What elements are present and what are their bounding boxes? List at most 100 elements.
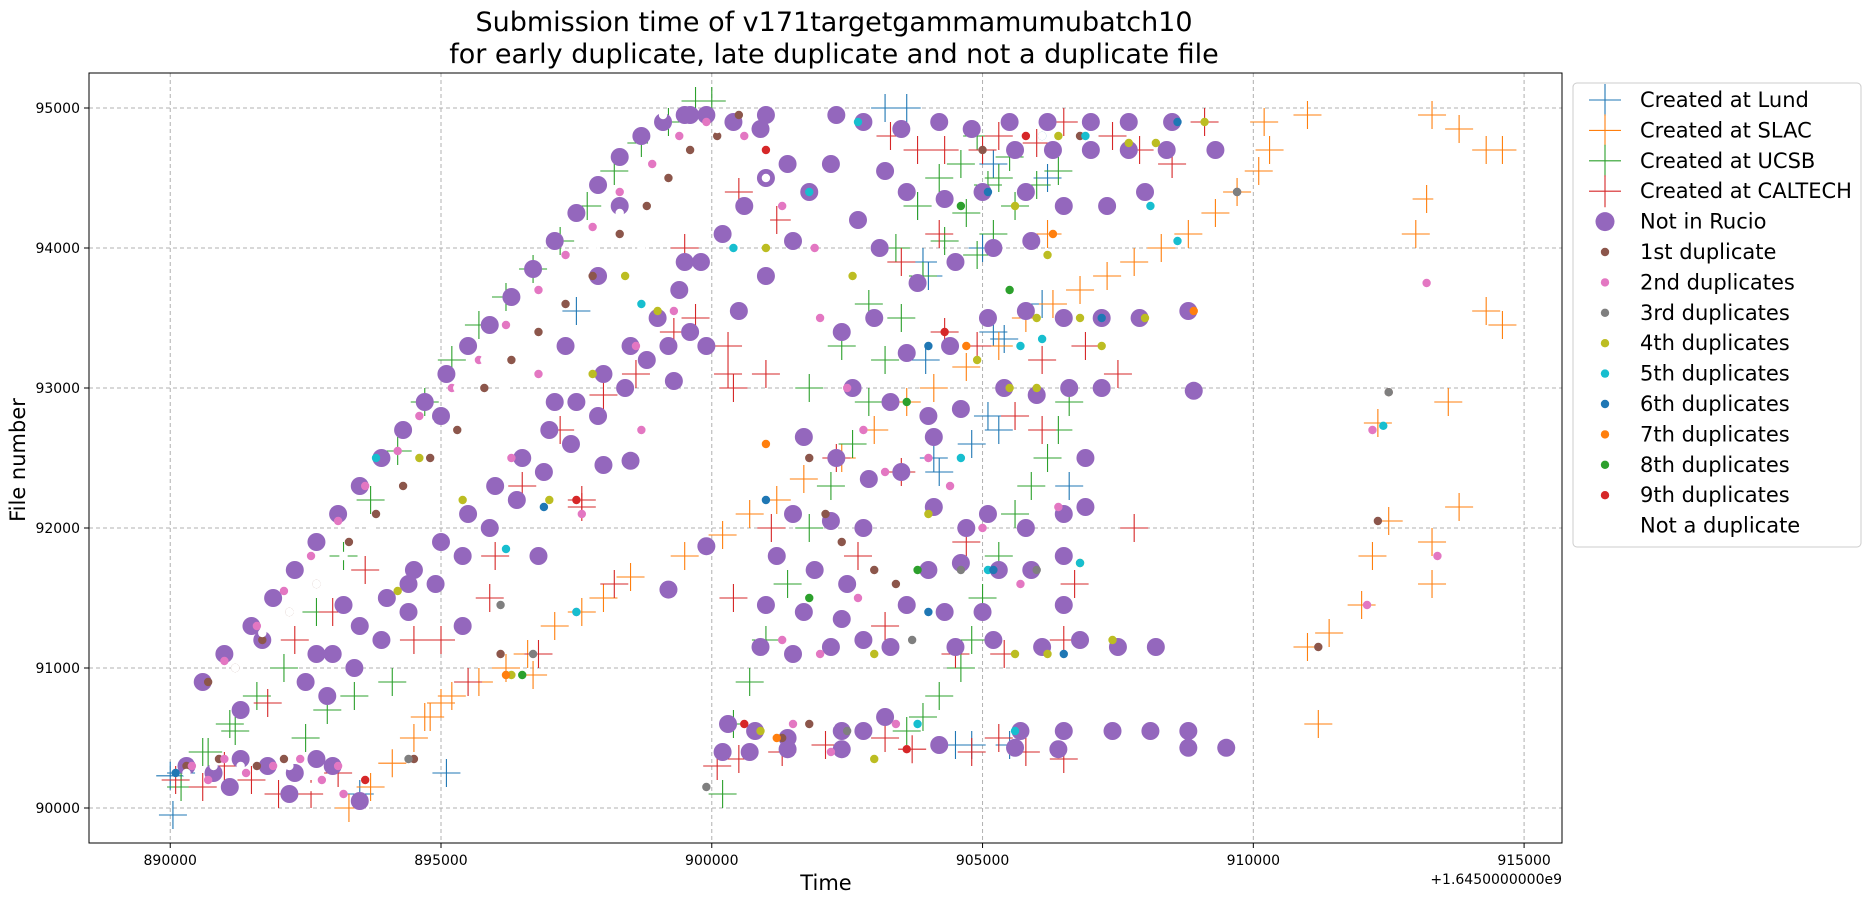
data-point <box>664 215 673 225</box>
data-point <box>697 106 716 124</box>
data-point <box>1060 570 1089 598</box>
data-point <box>810 243 819 253</box>
data-point <box>978 523 987 533</box>
data-point <box>962 120 981 138</box>
data-point <box>653 306 662 316</box>
data-point <box>1016 579 1025 589</box>
data-point <box>815 649 825 659</box>
data-point <box>1092 379 1111 397</box>
data-point <box>507 327 516 337</box>
data-point <box>621 451 640 470</box>
y-tick-label: 92000 <box>35 521 80 537</box>
data-point <box>420 467 429 477</box>
data-point <box>648 138 657 148</box>
data-point <box>908 274 927 292</box>
data-point <box>913 719 922 729</box>
data-point <box>697 337 716 355</box>
data-point <box>740 145 749 155</box>
data-point <box>925 164 954 192</box>
data-point <box>306 782 316 792</box>
data-point <box>973 603 992 621</box>
data-point <box>333 516 343 526</box>
x-tick-label: 895000 <box>414 853 467 869</box>
data-point <box>1379 421 1388 430</box>
data-point <box>1071 631 1090 649</box>
data-point <box>306 551 316 561</box>
y-tick-label: 90000 <box>35 801 80 817</box>
data-point <box>561 271 570 281</box>
data-point <box>907 635 917 645</box>
data-point <box>236 761 245 771</box>
data-point <box>740 743 759 761</box>
data-point <box>989 561 1008 579</box>
data-point <box>925 220 954 248</box>
data-point <box>1011 722 1030 740</box>
data-point <box>805 719 814 729</box>
data-point <box>399 575 418 593</box>
data-point <box>1184 381 1203 400</box>
data-point <box>501 670 511 680</box>
data-point <box>1060 379 1079 397</box>
data-point <box>215 645 234 663</box>
legend-label: 7th duplicates <box>1640 422 1790 446</box>
data-point <box>572 495 581 505</box>
data-point <box>616 379 635 397</box>
data-point <box>815 313 825 323</box>
data-point <box>681 323 700 341</box>
data-point <box>1434 388 1463 416</box>
data-point <box>258 635 267 645</box>
data-point <box>952 353 981 381</box>
data-point <box>481 542 510 570</box>
data-point <box>669 306 679 316</box>
data-point <box>1472 297 1501 325</box>
data-point <box>1124 138 1133 148</box>
data-point <box>941 337 960 355</box>
data-point <box>1093 262 1122 290</box>
data-point <box>545 495 554 505</box>
data-point <box>925 682 954 710</box>
data-point <box>621 360 650 388</box>
data-point <box>751 120 770 138</box>
data-point <box>1005 383 1014 393</box>
data-point <box>513 449 532 467</box>
data-point <box>610 148 629 166</box>
data-point <box>972 355 982 365</box>
data-point <box>280 785 299 803</box>
data-point <box>589 584 618 612</box>
data-point <box>1368 425 1377 435</box>
data-point <box>827 449 846 467</box>
data-point <box>220 754 229 764</box>
data-point <box>356 773 385 801</box>
legend-marker <box>1600 399 1610 409</box>
data-point <box>589 176 608 194</box>
legend-label: 2nd duplicates <box>1640 270 1795 294</box>
legend-marker <box>1600 339 1610 348</box>
y-tick-label: 91000 <box>35 661 80 677</box>
data-point <box>1418 528 1447 556</box>
data-point <box>594 365 613 383</box>
data-point <box>280 626 309 654</box>
data-point <box>973 183 992 201</box>
data-point <box>1081 113 1100 131</box>
data-point <box>1001 402 1030 430</box>
data-point <box>1119 141 1138 159</box>
data-point <box>528 355 538 365</box>
data-point <box>821 638 840 656</box>
data-point <box>897 596 916 614</box>
data-point <box>903 136 932 164</box>
data-point <box>242 617 261 635</box>
data-point <box>892 120 911 138</box>
data-point <box>1032 383 1041 393</box>
data-point <box>539 502 549 512</box>
data-point <box>729 243 738 253</box>
legend-marker <box>1600 430 1610 439</box>
data-point <box>1092 516 1101 526</box>
series-2nd-duplicates <box>187 117 1442 799</box>
data-point <box>399 603 418 621</box>
data-point <box>534 369 543 379</box>
data-point <box>956 565 966 575</box>
data-point <box>480 316 499 334</box>
data-point <box>540 421 559 439</box>
data-point <box>1201 199 1230 227</box>
data-point <box>891 719 901 729</box>
